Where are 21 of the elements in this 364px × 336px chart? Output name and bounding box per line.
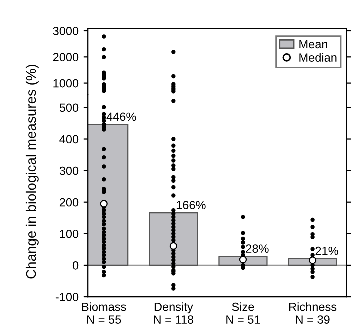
y-axis-title: Change in biological measures (%) xyxy=(26,64,39,279)
x-tick-label: Size N = 51 xyxy=(226,302,260,324)
y-tick-label: 0 xyxy=(72,262,79,270)
legend-label: Median xyxy=(300,53,337,62)
x-tick-label: Density N = 118 xyxy=(154,302,194,324)
y-tick-label: 400 xyxy=(60,135,79,144)
y-tick-label: 2000 xyxy=(53,53,79,62)
y-tick-label: 100 xyxy=(60,230,79,238)
data-label: 446% xyxy=(106,112,136,122)
x-tick-label: Richness N = 39 xyxy=(289,302,337,324)
data-label: 21% xyxy=(316,246,338,256)
x-tick-label: Biomass N = 55 xyxy=(82,302,126,324)
legend-label: Mean xyxy=(300,40,328,49)
y-tick-label: 300 xyxy=(60,166,79,176)
y-tick-label: -100 xyxy=(56,293,79,302)
y-tick-label: 3000 xyxy=(53,27,79,36)
y-tick-label: 1000 xyxy=(54,79,79,88)
y-tick-label: 500 xyxy=(60,104,79,112)
data-label: 166% xyxy=(176,201,206,210)
data-label: 28% xyxy=(246,244,269,254)
y-tick-label: 200 xyxy=(60,198,79,207)
